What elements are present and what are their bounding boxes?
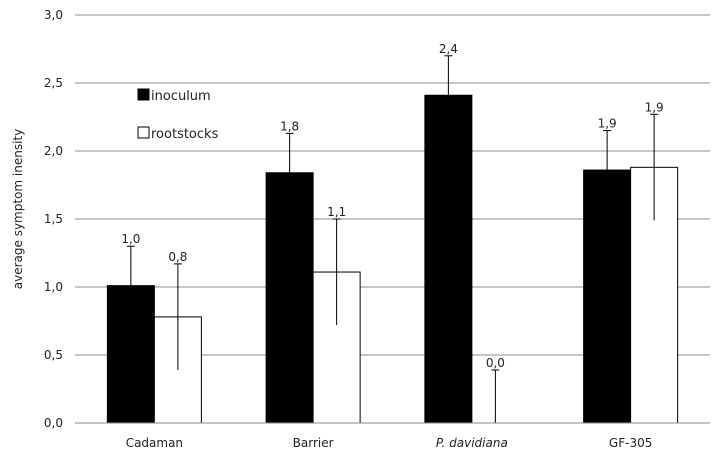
data-label-rootstocks-2: 0,0 <box>486 356 505 370</box>
y-tick-label: 2,0 <box>44 144 63 158</box>
data-label-rootstocks-1: 1,1 <box>327 205 346 219</box>
data-label-inoculum-0: 1,0 <box>121 232 140 246</box>
data-label-inoculum-1: 1,8 <box>280 119 299 133</box>
data-label-inoculum-3: 1,9 <box>598 117 617 131</box>
data-labels: 1,0 0,8 1,8 1,1 2,4 0,0 1,9 1,9 <box>121 42 663 370</box>
data-label-inoculum-2: 2,4 <box>439 42 458 56</box>
legend-swatch-rootstocks <box>137 126 150 139</box>
error-bars <box>126 55 659 423</box>
x-tick-label: Barrier <box>293 436 334 450</box>
legend-label-rootstocks: rootstocks <box>151 127 219 142</box>
y-tick-label: 2,5 <box>44 76 63 90</box>
x-tick-label: P. davidiana <box>436 436 508 450</box>
bar-inoculum-3 <box>583 169 632 424</box>
y-axis-ticks: 0,0 0,5 1,0 1,5 2,0 2,5 3,0 <box>44 8 63 430</box>
data-label-rootstocks-0: 0,8 <box>168 250 187 264</box>
x-tick-label: Cadaman <box>126 436 183 450</box>
y-tick-label: 3,0 <box>44 8 63 22</box>
y-tick-label: 0,5 <box>44 348 63 362</box>
legend-swatch-inoculum <box>137 88 150 101</box>
x-tick-label: GF-305 <box>609 436 652 450</box>
y-axis-label: average symptom inensity <box>11 129 25 289</box>
y-tick-label: 1,0 <box>44 280 63 294</box>
y-tick-label: 0,0 <box>44 416 63 430</box>
legend-label-inoculum: inoculum <box>151 89 211 104</box>
bar-inoculum-2 <box>424 94 473 424</box>
x-axis-categories: Cadaman Barrier P. davidiana GF-305 <box>126 436 653 450</box>
legend: inoculum rootstocks <box>137 88 219 142</box>
y-tick-label: 1,5 <box>44 212 63 226</box>
data-label-rootstocks-3: 1,9 <box>645 100 664 114</box>
bars <box>106 94 679 424</box>
